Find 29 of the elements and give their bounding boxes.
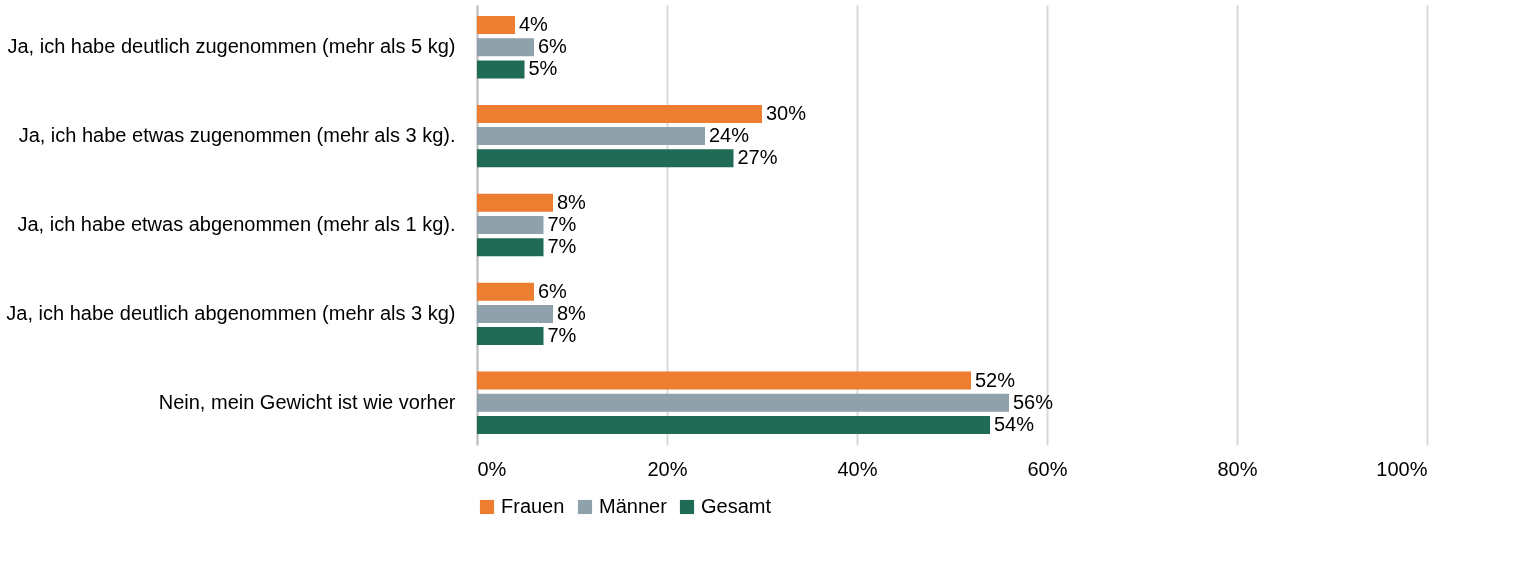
data-label: 56% <box>1013 390 1054 413</box>
data-label: 7% <box>547 235 577 258</box>
data-label: 7% <box>547 213 577 235</box>
x-tick-label: 100% <box>1376 457 1428 480</box>
data-label: 30% <box>766 101 807 124</box>
legend-label: Gesamt <box>701 495 772 517</box>
y-tick-label: Ja, ich habe deutlich abgenommen (mehr als 3 kg) <box>6 301 456 324</box>
x-tick-label: 80% <box>1217 457 1258 480</box>
data-label: 54% <box>994 413 1035 435</box>
x-tick-label: 20% <box>647 457 688 480</box>
data-label: 4% <box>519 13 549 35</box>
data-label: 27% <box>737 146 778 169</box>
x-tick-label: 60% <box>1027 457 1068 480</box>
x-tick-label: 40% <box>837 457 878 480</box>
data-label: 5% <box>528 57 558 80</box>
legend-label: Frauen <box>501 495 565 517</box>
data-label: 8% <box>557 301 587 324</box>
y-tick-label: Ja, ich habe etwas abgenommen (mehr als 1 kg). <box>17 213 456 235</box>
x-tick-label: 0% <box>477 457 507 480</box>
data-label: 52% <box>975 368 1016 391</box>
data-label: 6% <box>538 35 568 58</box>
data-label: 8% <box>557 190 587 213</box>
data-label: 24% <box>709 124 750 147</box>
y-tick-label: Nein, mein Gewicht ist wie vorher <box>158 390 456 413</box>
legend-label: Männer <box>599 495 668 517</box>
data-label: 7% <box>547 324 577 347</box>
y-tick-label: Ja, ich habe deutlich zugenommen (mehr als 5 kg) <box>7 35 456 58</box>
data-label: 6% <box>538 279 568 302</box>
y-tick-label: Ja, ich habe etwas zugenommen (mehr als 3 kg). <box>18 124 456 147</box>
